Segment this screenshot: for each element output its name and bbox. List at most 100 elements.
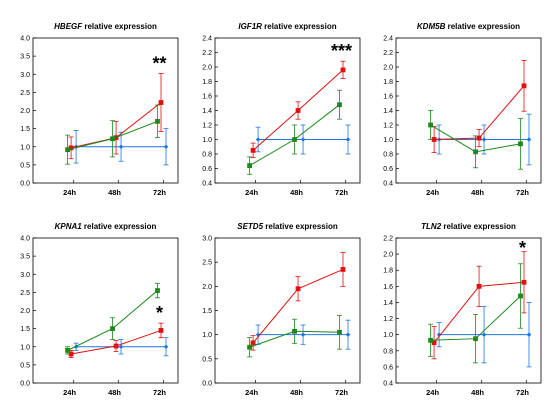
data-point xyxy=(155,288,160,293)
title-suffix: relative expression xyxy=(263,222,338,231)
data-point xyxy=(247,163,252,168)
x-category-label: 48h xyxy=(471,188,484,197)
title-suffix: relative expression xyxy=(262,22,337,31)
data-point xyxy=(292,137,297,142)
y-tick-label: 1.5 xyxy=(20,326,30,333)
y-tick-label: 1.0 xyxy=(202,332,212,339)
significance-marker: * xyxy=(156,303,163,323)
data-point xyxy=(292,328,297,334)
x-category-label: 72h xyxy=(153,388,166,397)
data-point xyxy=(526,137,532,142)
y-tick-label: 1.2 xyxy=(383,123,393,130)
y-tick-label: 0.8 xyxy=(383,348,393,355)
y-tick-label: 4.0 xyxy=(20,36,30,43)
y-tick-label: 2.0 xyxy=(20,308,30,315)
gene-name: KDM5B xyxy=(417,22,446,31)
y-tick-label: 0.8 xyxy=(383,152,393,159)
data-point xyxy=(337,102,342,108)
data-point xyxy=(118,344,124,350)
y-tick-label: 1.0 xyxy=(383,332,393,339)
panel-hbegf: HBEGF relative expression 0.0 0.5 1.0 1.5 2.0… xyxy=(20,22,179,197)
x-category-label: 72h xyxy=(335,388,348,397)
significance-marker: ** xyxy=(152,54,166,74)
data-point xyxy=(163,344,169,350)
y-tick-label: 2.0 xyxy=(202,284,212,291)
plot-frame xyxy=(395,37,542,184)
y-tick-label: 3.0 xyxy=(202,236,212,243)
panel-title: HBEGF relative expression xyxy=(54,22,157,31)
title-suffix: relative expression xyxy=(82,222,157,231)
gene-name: TLN2 xyxy=(421,222,442,231)
gene-name: HBEGF xyxy=(54,22,83,31)
y-tick-label: 1.2 xyxy=(383,316,393,323)
y-tick-label: 0.0 xyxy=(202,381,212,388)
data-point xyxy=(428,337,433,343)
x-category-label: 48h xyxy=(290,388,303,397)
panel-igf1r: IGF1R relative expression 0.4 0.6 0.8 1.0 1.2… xyxy=(202,22,361,197)
y-tick-label: 2.5 xyxy=(20,90,30,97)
y-tick-label: 1.2 xyxy=(202,123,212,130)
data-point xyxy=(431,137,437,142)
panel-title: KPNA1 relative expression xyxy=(55,222,157,231)
data-point xyxy=(428,122,433,128)
y-tick-label: 3.5 xyxy=(20,254,30,261)
y-tick-label: 0.5 xyxy=(202,356,212,363)
y-tick-label: 0.4 xyxy=(383,181,393,188)
data-point xyxy=(118,144,124,150)
data-point xyxy=(337,329,342,335)
y-tick-label: 0.4 xyxy=(202,181,212,188)
data-point xyxy=(300,332,306,337)
panel-kdm5b: KDM5B relative expression 0.4 0.6 0.8 1.0 1.2… xyxy=(383,22,542,197)
data-point xyxy=(250,340,256,346)
series-2 xyxy=(65,282,160,355)
data-point xyxy=(345,332,351,337)
y-tick-label: 1.4 xyxy=(202,108,212,115)
panel-title: KDM5B relative expression xyxy=(417,22,520,31)
data-point xyxy=(521,83,527,89)
data-point xyxy=(68,351,74,357)
data-point xyxy=(526,332,532,337)
data-point xyxy=(295,108,301,113)
panel-title: IGF1R relative expression xyxy=(238,22,336,31)
data-point xyxy=(476,135,482,141)
data-point xyxy=(255,137,261,142)
y-tick-label: 1.0 xyxy=(202,137,212,144)
y-tick-label: 2.0 xyxy=(20,108,30,115)
y-tick-label: 0.8 xyxy=(202,152,212,159)
series-0 xyxy=(436,302,532,368)
series-0 xyxy=(255,319,351,350)
y-tick-label: 1.4 xyxy=(383,300,393,307)
x-category-label: 72h xyxy=(153,188,166,197)
series-1 xyxy=(250,252,346,351)
title-suffix: relative expression xyxy=(82,22,157,31)
y-tick-label: 3.0 xyxy=(20,72,30,79)
data-point xyxy=(300,137,306,142)
data-point xyxy=(255,332,261,337)
data-point xyxy=(481,332,487,337)
y-tick-label: 2.4 xyxy=(202,36,212,43)
data-point xyxy=(436,332,442,337)
gene-name: SETD5 xyxy=(237,222,263,231)
y-tick-label: 1.8 xyxy=(383,79,393,86)
panel-title: TLN2 relative expression xyxy=(421,222,516,231)
series-2 xyxy=(247,314,342,358)
series-1 xyxy=(250,60,346,159)
data-point xyxy=(110,326,115,332)
data-point xyxy=(518,293,523,299)
data-point xyxy=(295,286,301,292)
data-point xyxy=(340,267,346,272)
y-tick-label: 0.6 xyxy=(383,364,393,371)
series-1 xyxy=(431,60,527,153)
series-1 xyxy=(431,251,527,360)
y-tick-label: 1.6 xyxy=(202,94,212,101)
y-tick-label: 1.0 xyxy=(383,137,393,144)
x-category-label: 72h xyxy=(516,188,529,197)
x-category-label: 24h xyxy=(426,388,439,397)
series-2 xyxy=(428,263,523,364)
plot-frame xyxy=(395,237,542,384)
y-tick-label: 0.6 xyxy=(383,166,393,173)
data-point xyxy=(340,67,346,73)
y-tick-label: 1.8 xyxy=(383,268,393,275)
data-point xyxy=(68,145,74,151)
